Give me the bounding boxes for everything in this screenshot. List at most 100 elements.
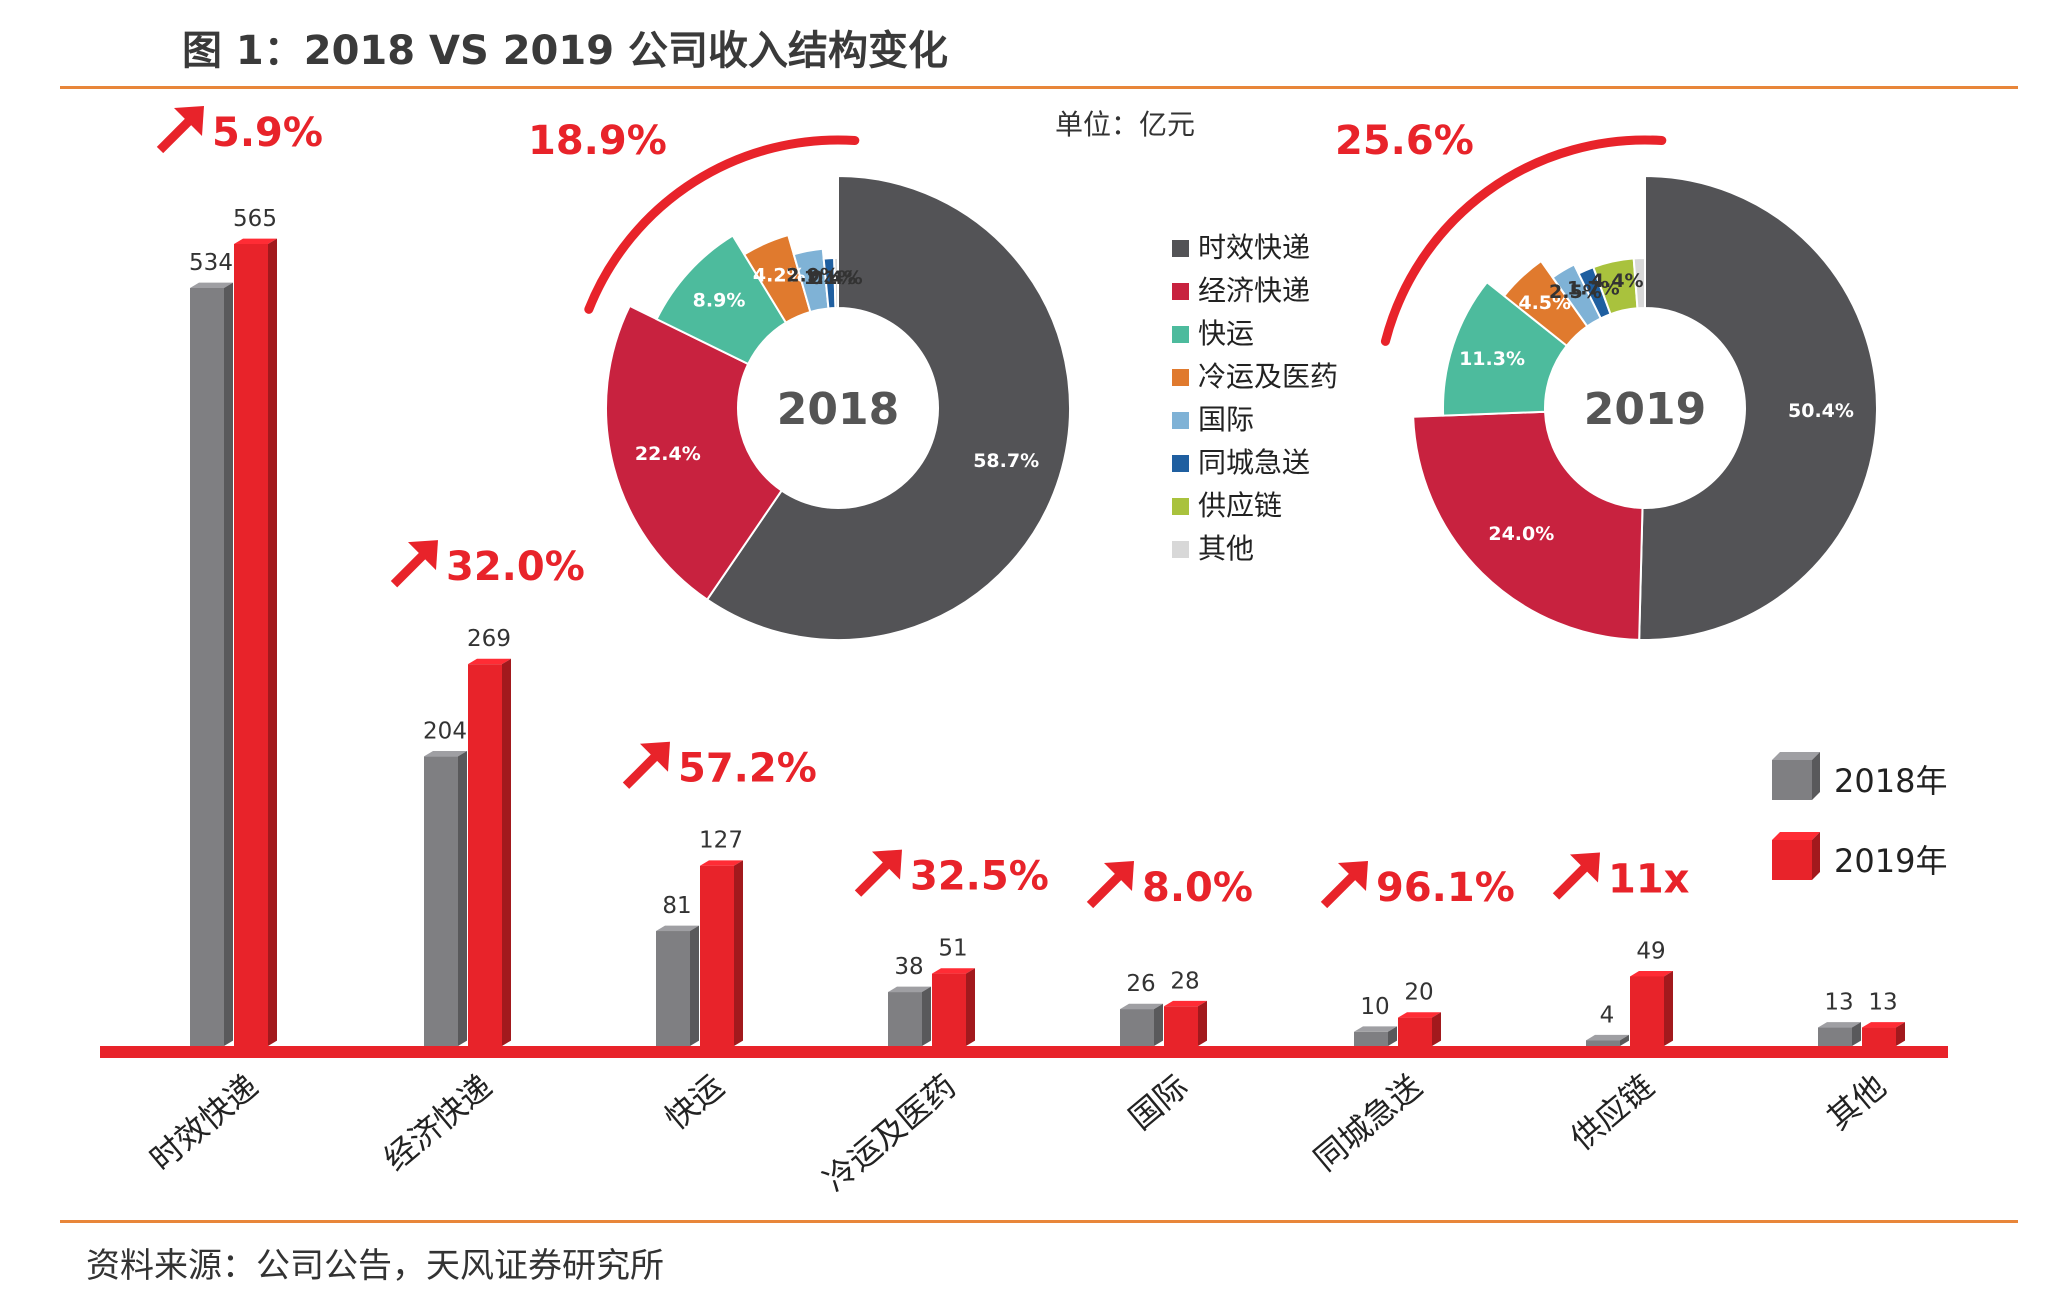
donut1-value-label-7: 0.4% — [810, 267, 863, 289]
bar-2018-5 — [1354, 1026, 1397, 1046]
donut2-value-label-5: 1.7% — [1567, 278, 1620, 300]
category-label-7: 其他 — [1820, 1067, 1893, 1137]
donut2-slice-2 — [1442, 280, 1569, 417]
bottom-divider — [60, 1220, 2018, 1223]
growth-arrow-icon-1 — [390, 540, 438, 588]
donut2-value-label-4: 2.5% — [1549, 281, 1602, 303]
bar-2019-0-label: 565 — [233, 206, 277, 232]
growth-label-5: 96.1% — [1376, 865, 1515, 911]
bar-2019-2-label: 127 — [699, 828, 743, 854]
donut1-share-growth: 18.9% — [528, 118, 667, 164]
donut1-value-label-1: 22.4% — [635, 443, 701, 465]
donut2-value-label-3: 4.5% — [1518, 292, 1571, 314]
source-note: 资料来源：公司公告，天风证券研究所 — [86, 1246, 664, 1286]
growth-label-4: 8.0% — [1142, 865, 1253, 911]
growth-label-6: 11x — [1608, 856, 1690, 902]
growth-label-0: 5.9% — [212, 110, 323, 156]
growth-arrow-icon-3 — [854, 849, 902, 897]
baseline — [100, 1046, 1948, 1058]
donut1-value-label-4: 2.9% — [786, 264, 839, 286]
legend-swatch-5 — [1172, 455, 1189, 472]
chart-title: 图 1：2018 VS 2019 公司收入结构变化 — [182, 28, 948, 74]
category-label-3: 冷运及医药 — [816, 1067, 963, 1199]
bar-2018-1 — [424, 751, 467, 1046]
growth-arrow-icon-4 — [1086, 861, 1134, 909]
category-label-1: 经济快递 — [377, 1067, 499, 1178]
donut-2019: 2019 50.4% 24.0% 11.3% 4.5%2.5%1.7%4.4% 25.6% — [1335, 118, 1878, 641]
bar-2019-0 — [234, 238, 277, 1047]
growth-arrow-icon-6 — [1552, 852, 1600, 900]
legend-swatch-0 — [1172, 240, 1189, 257]
category-label-4: 国际 — [1122, 1067, 1195, 1137]
donut1-slice-1 — [605, 304, 784, 601]
bar-2019-5 — [1398, 1012, 1441, 1046]
bar-2018-1-label: 204 — [423, 718, 467, 744]
donut2-value-label-0: 50.4% — [1788, 400, 1854, 422]
bar-2018-3-label: 38 — [894, 954, 923, 980]
donut2-value-label-2: 11.3% — [1459, 348, 1525, 370]
legend-label-1: 经济快递 — [1198, 274, 1310, 307]
growth-arrow-icon-0 — [156, 106, 204, 154]
bar-2018-2-label: 81 — [662, 893, 691, 919]
bar-2019-6-label: 49 — [1636, 938, 1665, 964]
donut1-slice-7 — [833, 256, 839, 310]
legend-swatch-7 — [1172, 541, 1189, 558]
legend-label-6: 供应链 — [1198, 489, 1282, 522]
growth-label-1: 32.0% — [446, 544, 585, 590]
bar-2018-6 — [1586, 1034, 1629, 1046]
donut2-center-label: 2019 — [1584, 384, 1706, 435]
legend-swatch-6 — [1172, 498, 1189, 515]
legend-label-7: 其他 — [1198, 532, 1254, 565]
bar-legend-item-1 — [1772, 832, 1820, 880]
legend-label-4: 国际 — [1198, 403, 1254, 436]
bar-2018-7-label: 13 — [1824, 990, 1853, 1016]
growth-label-3: 32.5% — [910, 854, 1049, 900]
bar-2018-6-label: 4 — [1600, 1002, 1615, 1028]
category-label-6: 供应链 — [1563, 1067, 1661, 1158]
bar-2019-1-label: 269 — [467, 626, 511, 652]
bar-2018-0 — [190, 282, 233, 1047]
category-label-5: 同城急送 — [1307, 1067, 1429, 1178]
bar-2019-3-label: 51 — [938, 936, 967, 962]
bar-2019-3 — [932, 968, 975, 1046]
legend-swatch-3 — [1172, 369, 1189, 386]
bar-2019-4 — [1164, 1000, 1207, 1046]
legend-swatch-2 — [1172, 326, 1189, 343]
bar-legend-label-1: 2019年 — [1834, 842, 1947, 880]
donut1-slice-2 — [655, 234, 788, 366]
bar-2019-7 — [1862, 1022, 1905, 1046]
bar-legend-item-0 — [1772, 752, 1820, 800]
legend-swatch-1 — [1172, 283, 1189, 300]
donut2-slice-1 — [1412, 410, 1644, 641]
legend-label-2: 快运 — [1198, 317, 1254, 350]
growth-arrow-icon-5 — [1320, 861, 1368, 909]
top-divider — [60, 86, 2018, 89]
bar-2019-2 — [700, 860, 743, 1046]
legend-label-5: 同城急送 — [1198, 446, 1310, 479]
donut2-value-label-6: 4.4% — [1591, 270, 1644, 292]
donut2-share-growth: 25.6% — [1335, 118, 1474, 164]
bar-2019-7-label: 13 — [1868, 990, 1897, 1016]
bar-2019-1 — [468, 658, 511, 1046]
donut2-value-label-1: 24.0% — [1488, 523, 1554, 545]
bar-legend: 2018年 2019年 — [1772, 752, 1947, 880]
bar-2018-4 — [1120, 1003, 1163, 1046]
donut2-slice-7 — [1632, 256, 1646, 310]
bar-2018-2 — [656, 925, 699, 1046]
unit-label: 单位：亿元 — [1055, 108, 1195, 141]
category-label-0: 时效快递 — [143, 1067, 265, 1178]
bar-2018-4-label: 26 — [1126, 971, 1155, 997]
bar-2018-5-label: 10 — [1360, 994, 1389, 1020]
legend-swatch-4 — [1172, 412, 1189, 429]
donut-2018: 2018 58.7% 22.4% 8.9% 4.2%2.9%1.1%0.4% 18.9% — [528, 118, 1071, 641]
donut2-growth-arc — [1380, 135, 1667, 346]
bar-2018-0-label: 534 — [189, 250, 233, 276]
growth-label-2: 57.2% — [678, 746, 817, 792]
donut1-value-label-3: 4.2% — [753, 264, 806, 286]
bar-2018-7 — [1818, 1022, 1861, 1046]
donut1-center-label: 2018 — [777, 384, 899, 435]
donut1-value-label-0: 58.7% — [973, 450, 1039, 472]
growth-arrow-icon-2 — [622, 741, 670, 789]
